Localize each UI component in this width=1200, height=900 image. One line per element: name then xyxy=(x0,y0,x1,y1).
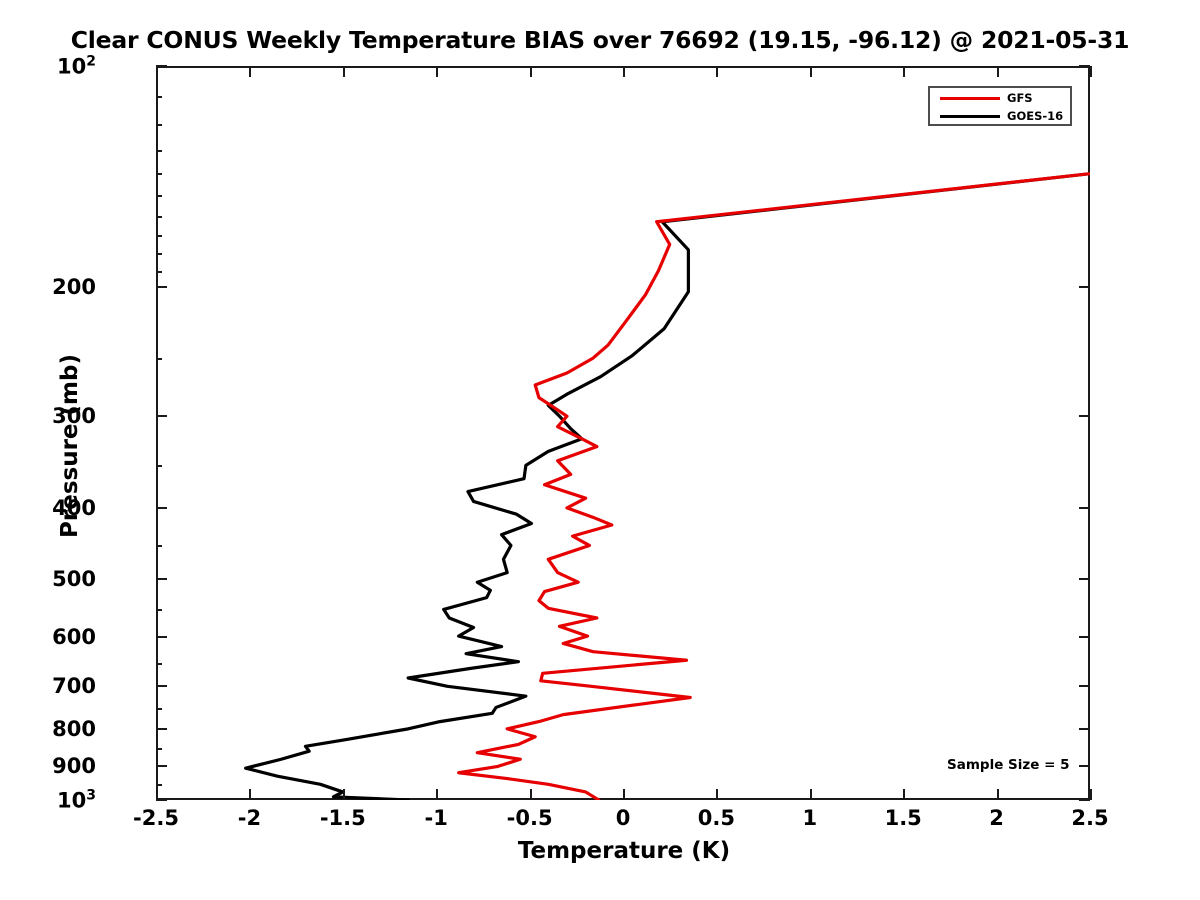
x-tick-top-6 xyxy=(716,66,719,77)
y-minor-tick-120 xyxy=(156,124,162,127)
y-tick-600 xyxy=(156,636,167,639)
y-minor-tick-450 xyxy=(156,545,162,548)
x-tick-label-1: -2 xyxy=(237,806,262,830)
y-tick-right-800 xyxy=(1079,727,1090,730)
y-tick-right-200 xyxy=(1079,285,1090,288)
x-tick-label-7: 1 xyxy=(802,806,818,830)
legend-swatch-goes-16 xyxy=(940,114,1000,118)
x-tick-top-7 xyxy=(809,66,812,77)
x-tick-top-2 xyxy=(342,66,345,77)
legend: GFS GOES-16 xyxy=(928,86,1072,126)
y-tick-right-400 xyxy=(1079,506,1090,509)
legend-item-goes-16: GOES-16 xyxy=(930,107,1074,125)
y-tick-label-900: 900 xyxy=(52,754,96,779)
x-tick-10 xyxy=(1090,789,1092,800)
y-minor-tick-650 xyxy=(156,662,162,665)
y-axis-title: Pressure (mb) xyxy=(57,354,83,538)
y-tick-label-1000: 103 xyxy=(57,787,96,813)
y-tick-1000 xyxy=(156,799,167,801)
x-tick-top-0 xyxy=(156,66,158,77)
x-tick-label-8: 1.5 xyxy=(884,806,922,830)
x-tick-label-3: -1 xyxy=(424,806,448,830)
x-tick-top-8 xyxy=(903,66,906,77)
x-tick-label-4: -0.5 xyxy=(506,806,553,830)
y-minor-tick-140 xyxy=(156,173,162,176)
y-tick-label-200: 200 xyxy=(52,274,96,299)
x-tick-8 xyxy=(903,789,906,800)
chart-title: Clear CONUS Weekly Temperature BIAS over… xyxy=(70,26,1130,54)
x-tick-label-0: -2.5 xyxy=(133,806,179,830)
legend-label-goes-16: GOES-16 xyxy=(1007,109,1064,123)
x-tick-9 xyxy=(996,789,999,800)
x-tick-1 xyxy=(249,789,252,800)
y-minor-tick-950 xyxy=(156,783,162,786)
x-tick-top-10 xyxy=(1090,66,1092,77)
y-minor-tick-180 xyxy=(156,253,162,256)
x-tick-top-5 xyxy=(623,66,625,77)
x-tick-label-2: -1.5 xyxy=(319,806,366,830)
y-tick-right-900 xyxy=(1079,765,1090,768)
y-tick-300 xyxy=(156,415,167,418)
y-tick-400 xyxy=(156,506,167,509)
y-minor-tick-110 xyxy=(156,96,162,99)
x-tick-label-9: 2 xyxy=(989,806,1004,830)
y-minor-tick-850 xyxy=(156,748,162,751)
y-tick-right-100 xyxy=(1079,65,1090,67)
x-tick-top-9 xyxy=(996,66,999,77)
sample-size-annotation: Sample Size = 5 xyxy=(947,757,1070,773)
x-tick-5 xyxy=(623,789,625,800)
y-tick-label-600: 600 xyxy=(52,625,96,650)
x-tick-label-6: 0.5 xyxy=(697,806,735,830)
y-tick-right-700 xyxy=(1079,685,1090,688)
y-tick-800 xyxy=(156,727,167,730)
x-tick-top-1 xyxy=(249,66,252,77)
y-minor-tick-190 xyxy=(156,270,162,273)
legend-item-gfs: GFS xyxy=(930,89,1074,107)
x-tick-0 xyxy=(156,789,158,800)
y-tick-200 xyxy=(156,285,167,288)
y-tick-500 xyxy=(156,578,167,581)
legend-swatch-gfs xyxy=(940,96,1000,100)
x-tick-7 xyxy=(809,789,812,800)
x-tick-3 xyxy=(436,789,439,800)
x-tick-2 xyxy=(342,789,345,800)
x-tick-label-10: 2.5 xyxy=(1071,806,1109,830)
y-tick-right-600 xyxy=(1079,636,1090,639)
y-minor-tick-130 xyxy=(156,149,162,152)
y-minor-tick-350 xyxy=(156,465,162,468)
y-tick-label-500: 500 xyxy=(52,567,96,592)
y-minor-tick-160 xyxy=(156,215,162,218)
y-tick-right-500 xyxy=(1079,578,1090,581)
y-tick-label-800: 800 xyxy=(52,716,96,741)
y-tick-label-400: 400 xyxy=(52,495,96,520)
legend-label-gfs: GFS xyxy=(1007,91,1033,105)
plot-area xyxy=(156,66,1090,800)
y-tick-100 xyxy=(156,65,167,67)
y-tick-label-700: 700 xyxy=(52,674,96,699)
y-minor-tick-150 xyxy=(156,195,162,198)
y-tick-900 xyxy=(156,765,167,768)
x-tick-4 xyxy=(529,789,532,800)
x-tick-top-4 xyxy=(529,66,532,77)
y-tick-label-300: 300 xyxy=(52,404,96,429)
x-axis-title: Temperature (K) xyxy=(517,838,731,864)
y-tick-right-1000 xyxy=(1079,799,1090,801)
y-minor-tick-250 xyxy=(156,358,162,361)
y-tick-right-300 xyxy=(1079,415,1090,418)
y-tick-label-100: 102 xyxy=(57,53,96,79)
x-tick-label-5: 0 xyxy=(615,806,631,830)
x-tick-6 xyxy=(716,789,719,800)
x-tick-top-3 xyxy=(436,66,439,77)
y-minor-tick-750 xyxy=(156,708,162,711)
y-tick-700 xyxy=(156,685,167,688)
y-minor-tick-170 xyxy=(156,235,162,238)
y-minor-tick-550 xyxy=(156,609,162,612)
